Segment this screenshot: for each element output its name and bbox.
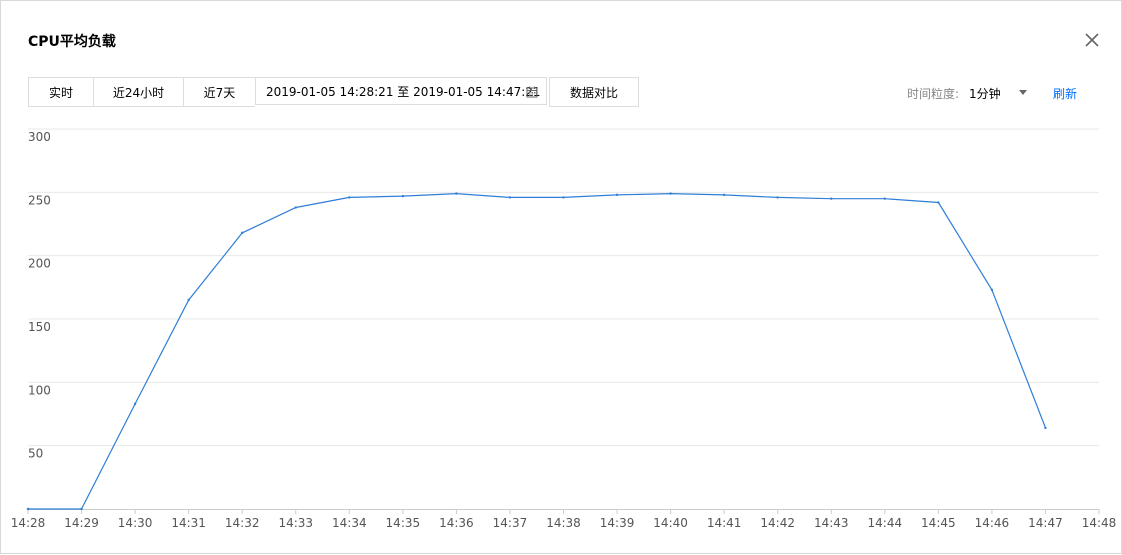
x-tick-label: 14:46 (975, 516, 1010, 530)
date-range-picker[interactable]: 2019-01-05 14:28:21 至 2019-01-05 14:47:2… (255, 77, 547, 105)
x-tick-label: 14:40 (653, 516, 688, 530)
tab-realtime[interactable]: 实时 (28, 77, 93, 107)
tab-7-days[interactable]: 近7天 (183, 77, 255, 107)
x-tick-label: 14:30 (118, 516, 153, 530)
y-tick-label: 100 (28, 383, 51, 397)
granularity-value: 1分钟 (969, 87, 1001, 101)
time-range-toolbar: 实时 近24小时 近7天 2019-01-05 14:28:21 至 2019-… (28, 77, 547, 107)
y-tick-label: 150 (28, 320, 51, 334)
granularity-label: 时间粒度: (907, 87, 960, 101)
x-tick-label: 14:36 (439, 516, 474, 530)
data-point (508, 196, 512, 199)
x-tick-label: 14:39 (600, 516, 635, 530)
x-tick-label: 14:32 (225, 516, 260, 530)
y-tick-label: 250 (28, 193, 51, 207)
tab-24-hours[interactable]: 近24小时 (93, 77, 183, 107)
data-point (1044, 426, 1047, 430)
data-point (133, 402, 137, 406)
x-tick-label: 14:35 (386, 516, 421, 530)
close-icon[interactable] (1083, 31, 1101, 49)
chevron-down-icon (1019, 90, 1027, 95)
x-tick-label: 14:47 (1028, 516, 1063, 530)
data-point (937, 201, 940, 204)
x-tick-label: 14:28 (11, 516, 46, 530)
data-point (26, 507, 30, 511)
x-tick-label: 14:37 (493, 516, 528, 530)
data-point (883, 197, 886, 200)
data-point (990, 288, 994, 292)
data-point (776, 196, 779, 199)
series-line (28, 192, 1047, 510)
data-point (294, 206, 297, 209)
x-tick-label: 14:43 (814, 516, 849, 530)
x-tick-label: 14:42 (760, 516, 795, 530)
x-tick-label: 14:31 (171, 516, 206, 530)
data-point (80, 507, 83, 511)
x-tick-label: 14:38 (546, 516, 581, 530)
y-tick-label: 50 (28, 447, 43, 461)
data-point (348, 196, 351, 199)
date-range-text: 2019-01-05 14:28:21 至 2019-01-05 14:47:2… (266, 84, 541, 99)
data-point (669, 192, 672, 195)
x-tick-label: 14:41 (707, 516, 742, 530)
x-tick-label: 14:34 (332, 516, 367, 530)
calendar-icon[interactable] (526, 86, 538, 98)
data-point (401, 194, 405, 198)
x-tick-label: 14:44 (868, 516, 903, 530)
y-tick-label: 200 (28, 257, 51, 271)
granularity-select[interactable]: 1分钟 (969, 85, 1031, 101)
x-tick-label: 14:45 (921, 516, 956, 530)
dialog-title: CPU平均负载 (28, 34, 116, 50)
x-tick-label: 14:33 (278, 516, 313, 530)
x-tick-label: 14:48 (1082, 516, 1117, 530)
data-point (615, 193, 619, 197)
data-point (241, 231, 244, 235)
data-point (830, 197, 833, 200)
refresh-link[interactable]: 刷新 (1053, 87, 1078, 101)
data-point (455, 192, 458, 195)
y-tick-label: 300 (28, 130, 51, 144)
data-point (722, 193, 726, 197)
x-tick-label: 14:29 (64, 516, 99, 530)
compare-button[interactable]: 数据对比 (549, 77, 639, 107)
data-point (187, 298, 190, 302)
data-point (562, 196, 565, 199)
